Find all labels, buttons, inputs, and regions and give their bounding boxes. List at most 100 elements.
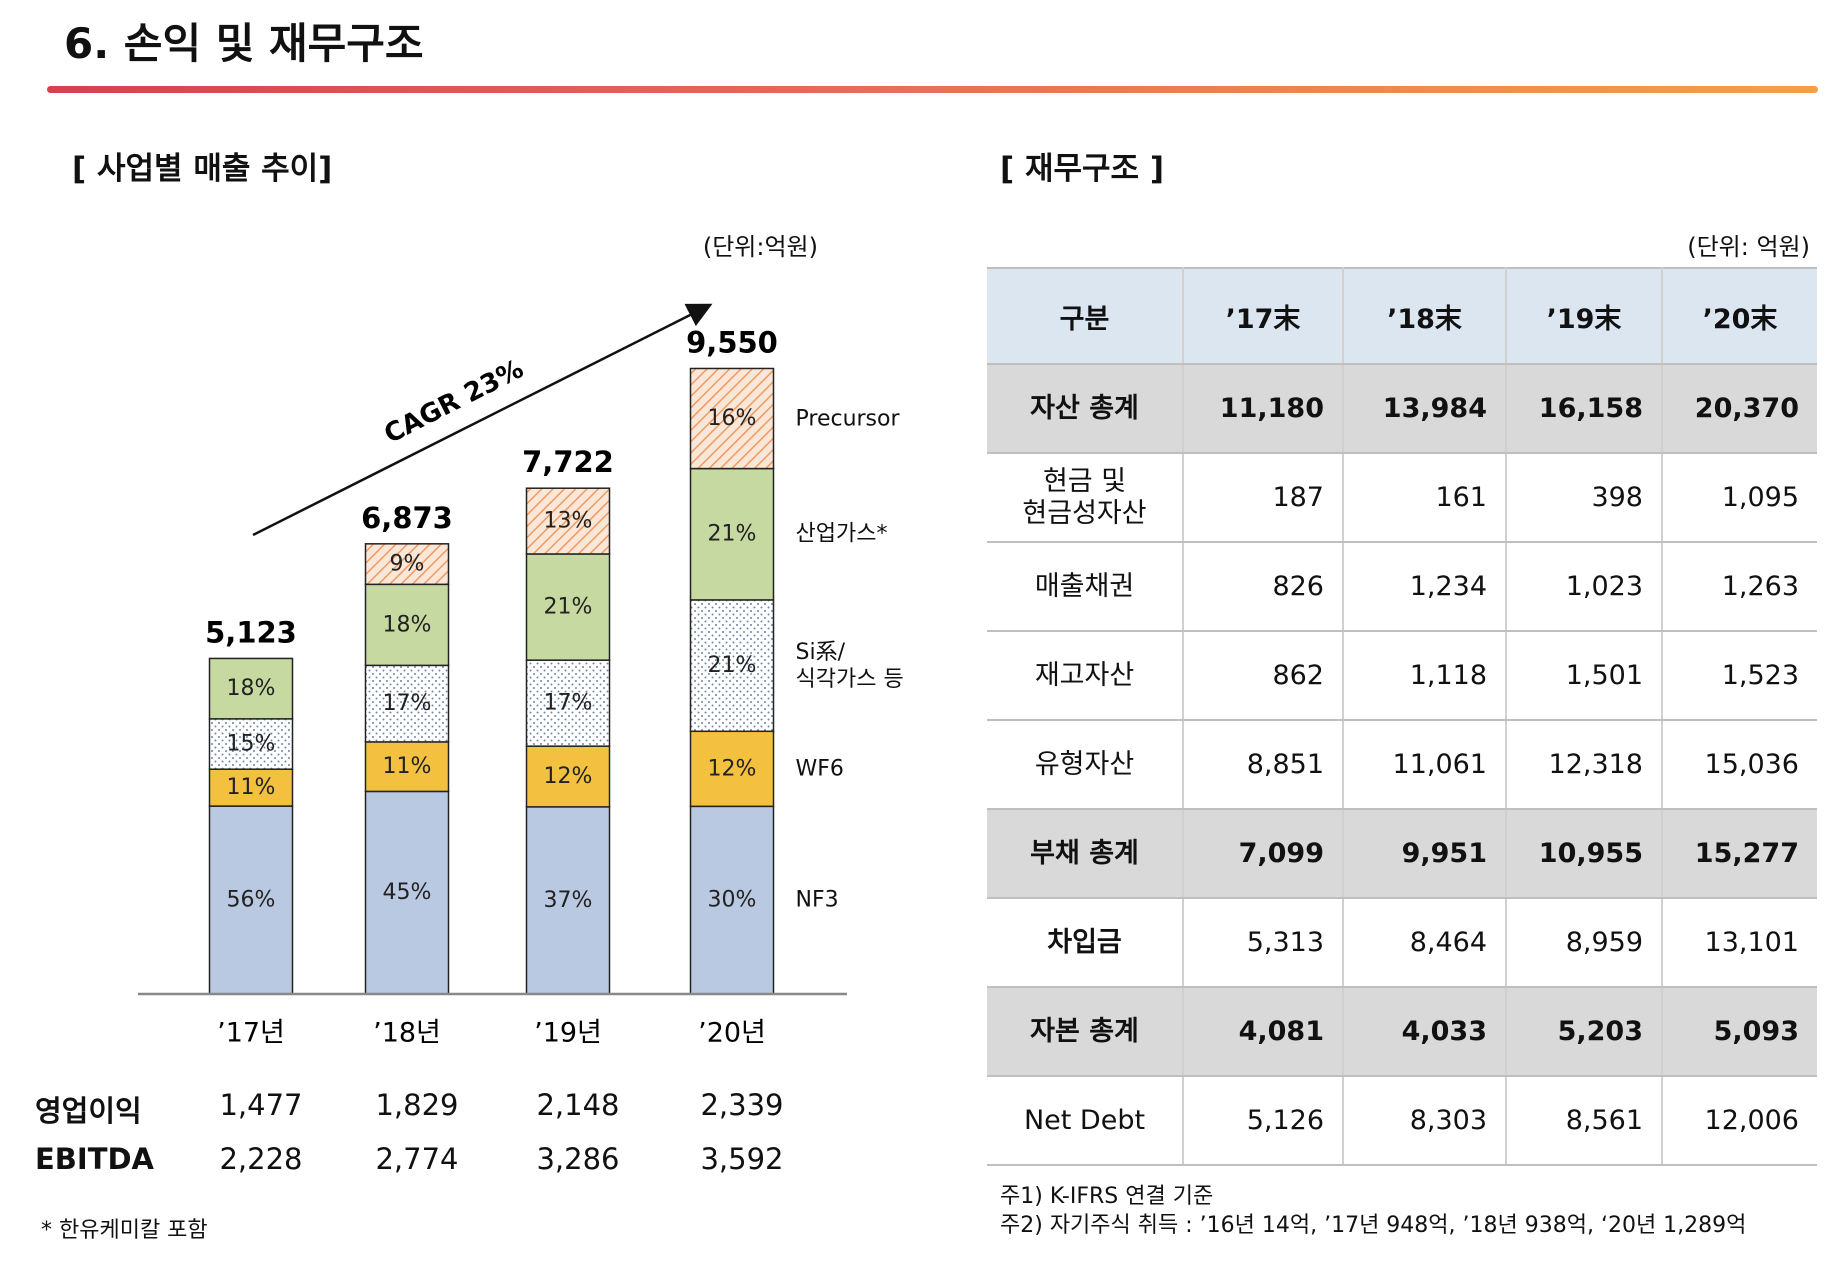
cell-value: 5,093 bbox=[1662, 987, 1817, 1077]
bar-segment bbox=[208, 657, 294, 720]
metric-value: 3,592 bbox=[700, 1142, 784, 1176]
table-row: 매출채권 826 1,234 1,023 1,263 bbox=[987, 542, 1817, 632]
column-header: ’19末 bbox=[1506, 267, 1663, 365]
cell-value: 187 bbox=[1183, 453, 1344, 543]
cell-value: 862 bbox=[1183, 631, 1344, 721]
segment-label: 21% bbox=[708, 653, 757, 678]
metric-value: 2,148 bbox=[536, 1088, 620, 1122]
cell-value: 1,095 bbox=[1662, 453, 1817, 543]
cell-value: 1,263 bbox=[1662, 542, 1817, 632]
cell-value: 10,955 bbox=[1506, 809, 1663, 899]
table-row: 현금 및 현금성자산 187 161 398 1,095 bbox=[987, 453, 1817, 543]
cagr-label: CAGR 23% bbox=[380, 354, 529, 450]
segment-label: 45% bbox=[383, 880, 432, 905]
bar-segment bbox=[689, 467, 775, 601]
column-header: ’20末 bbox=[1662, 267, 1817, 365]
segment-label: 21% bbox=[708, 522, 757, 547]
metric-label: 영업이익 bbox=[35, 1094, 142, 1128]
cell-value: 5,313 bbox=[1183, 898, 1344, 988]
table-row: 유형자산 8,851 11,061 12,318 15,036 bbox=[987, 720, 1817, 810]
segment-label: 17% bbox=[544, 691, 593, 716]
cell-value: 13,101 bbox=[1662, 898, 1817, 988]
cell-value: 11,180 bbox=[1183, 364, 1344, 454]
total-label: 5,123 bbox=[205, 615, 297, 649]
chart: CAGR 23% 56% 11% 15% 18% 5,123 ’17년 45% 11% 17% 1… bbox=[138, 303, 847, 1049]
table-row: 자본 총계 4,081 4,033 5,203 5,093 bbox=[987, 987, 1817, 1077]
legend-label: Si系/ 식각가스 등 bbox=[795, 639, 904, 692]
row-label: 자산 총계 bbox=[987, 364, 1184, 454]
cell-value: 161 bbox=[1343, 453, 1507, 543]
segment-label: 9% bbox=[390, 552, 425, 577]
cell-value: 12,006 bbox=[1662, 1076, 1817, 1166]
legend-label: NF3 bbox=[795, 887, 839, 913]
cell-value: 8,959 bbox=[1506, 898, 1663, 988]
metric-value: 2,228 bbox=[219, 1142, 303, 1176]
table-row: Net Debt 5,126 8,303 8,561 12,006 bbox=[987, 1076, 1817, 1166]
segment-label: 37% bbox=[544, 888, 593, 913]
bar-segment bbox=[364, 543, 450, 586]
segment-label: 17% bbox=[383, 691, 432, 716]
total-label: 7,722 bbox=[522, 445, 614, 479]
cell-value: 826 bbox=[1183, 542, 1344, 632]
cell-value: 1,501 bbox=[1506, 631, 1663, 721]
legend-label: WF6 bbox=[795, 756, 844, 782]
bar-segment bbox=[525, 745, 611, 808]
cell-value: 13,984 bbox=[1343, 364, 1507, 454]
finance-table: 구분 ’17末 ’18末 ’19末 ’20末 자산 총계 11,180 13,984 16,1… bbox=[987, 267, 1817, 1166]
x-tick-label: ’20년 bbox=[698, 1018, 766, 1049]
row-label: 매출채권 bbox=[987, 542, 1184, 632]
row-label: 유형자산 bbox=[987, 720, 1184, 810]
segment-label: 16% bbox=[708, 406, 757, 431]
bar-segment bbox=[689, 367, 775, 470]
table-row: 재고자산 862 1,118 1,501 1,523 bbox=[987, 631, 1817, 721]
segment-label: 11% bbox=[383, 754, 432, 779]
cell-value: 15,036 bbox=[1662, 720, 1817, 810]
page-title: 6. 손익 및 재무구조 bbox=[64, 19, 424, 68]
cell-value: 8,464 bbox=[1343, 898, 1507, 988]
cell-value: 7,099 bbox=[1183, 809, 1344, 899]
segment-label: 18% bbox=[227, 676, 276, 701]
cell-value: 5,126 bbox=[1183, 1076, 1344, 1166]
unit-label: (단위:억원) bbox=[702, 233, 818, 261]
section-title: [ 재무구조 ] bbox=[1000, 151, 1165, 187]
row-label: 재고자산 bbox=[987, 631, 1184, 721]
total-label: 6,873 bbox=[361, 501, 453, 535]
cell-value: 5,203 bbox=[1506, 987, 1663, 1077]
cell-value: 8,303 bbox=[1343, 1076, 1507, 1166]
cell-value: 398 bbox=[1506, 453, 1663, 543]
segment-label: 12% bbox=[708, 756, 757, 781]
cell-value: 1,023 bbox=[1506, 542, 1663, 632]
bar-segment bbox=[364, 664, 450, 743]
cell-value: 4,033 bbox=[1343, 987, 1507, 1077]
row-label: 부채 총계 bbox=[987, 809, 1184, 899]
x-tick-label: ’18년 bbox=[373, 1018, 441, 1049]
cell-value: 9,951 bbox=[1343, 809, 1507, 899]
cell-value: 1,118 bbox=[1343, 631, 1507, 721]
cell-value: 8,561 bbox=[1506, 1076, 1663, 1166]
cell-value: 15,277 bbox=[1662, 809, 1817, 899]
legend-label: 산업가스* bbox=[795, 521, 888, 547]
bar-segment bbox=[364, 583, 450, 667]
table-row: 부채 총계 7,099 9,951 10,955 15,277 bbox=[987, 809, 1817, 899]
cell-value: 4,081 bbox=[1183, 987, 1344, 1077]
segment-label: 30% bbox=[708, 888, 757, 913]
table-row: 차입금 5,313 8,464 8,959 13,101 bbox=[987, 898, 1817, 988]
note: 주1) K-IFRS 연결 기준 bbox=[1000, 1184, 1214, 1209]
segment-label: 18% bbox=[383, 612, 432, 637]
cell-value: 11,061 bbox=[1343, 720, 1507, 810]
cell-value: 8,851 bbox=[1183, 720, 1344, 810]
column-header: ’17末 bbox=[1183, 267, 1344, 365]
legend-label: Precursor bbox=[795, 406, 900, 432]
segment-label: 56% bbox=[227, 888, 276, 913]
cell-value: 12,318 bbox=[1506, 720, 1663, 810]
x-tick-label: ’19년 bbox=[534, 1018, 602, 1049]
row-label: 자본 총계 bbox=[987, 987, 1184, 1077]
segment-label: 12% bbox=[544, 764, 593, 789]
bar-segment bbox=[525, 806, 611, 995]
row-label: 현금 및 현금성자산 bbox=[987, 453, 1184, 543]
table-header: 구분 ’17末 ’18末 ’19末 ’20末 bbox=[987, 267, 1817, 365]
table-body: 자산 총계 11,180 13,984 16,158 20,370 현금 및 현금성자산 1… bbox=[987, 364, 1817, 1166]
bar-segment bbox=[525, 659, 611, 747]
row-label: 차입금 bbox=[987, 898, 1184, 988]
